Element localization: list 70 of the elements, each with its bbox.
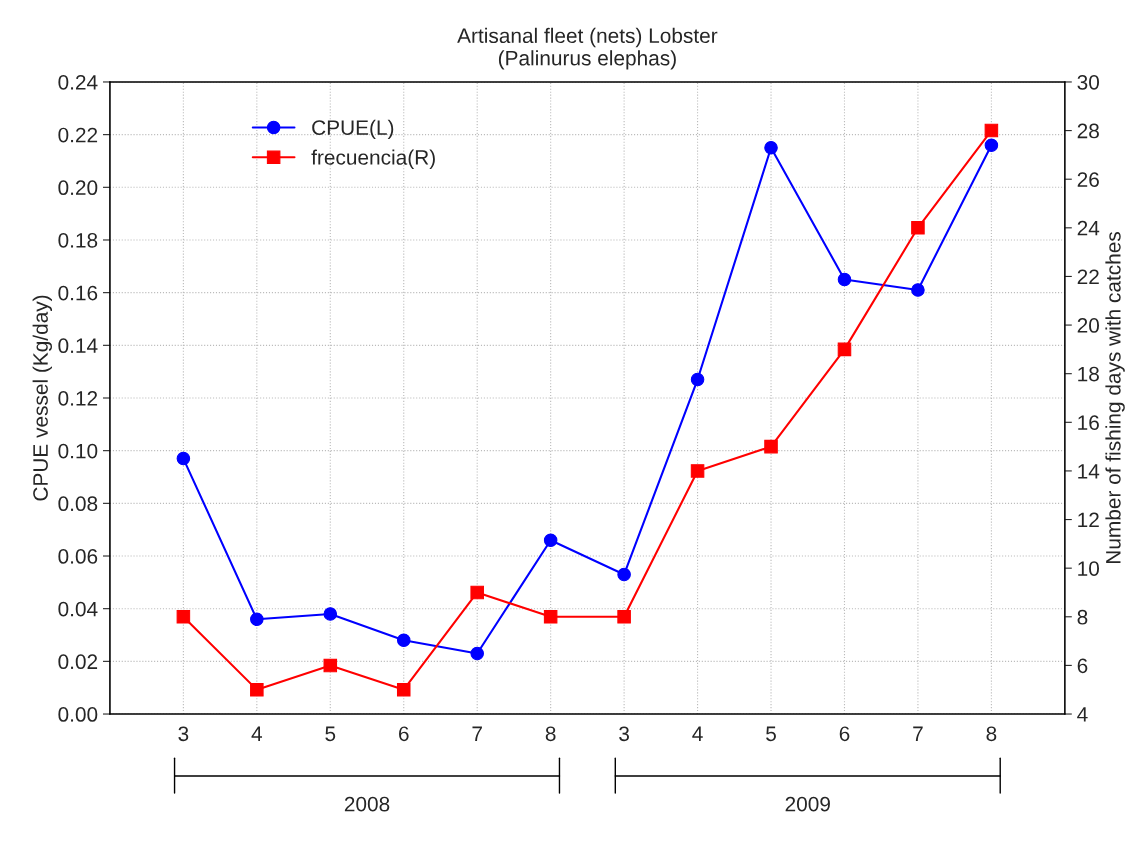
y-tick-label: 0.14 [58,338,98,354]
point [543,533,558,547]
y-tick-label: 0.16 [58,285,98,301]
y-tick-label: 0.06 [58,549,98,564]
y-tick-label: 0.12 [58,391,98,406]
x-tick-label: 3 [619,726,629,742]
x-tick-label: 6 [399,726,409,742]
point [323,658,338,673]
point [250,612,264,626]
point [911,221,925,235]
x-tick-label: 7 [472,726,482,741]
y-tick-label: 0.08 [58,496,98,512]
x-tick-label: 4 [251,726,263,741]
y2-tick-label: 28 [1077,123,1099,139]
y-tick-label: 0.22 [58,127,98,143]
point [396,633,411,648]
point [176,451,191,466]
y2-tick-label: 18 [1078,366,1099,382]
x-tick-label: 3 [178,726,189,742]
x-tick-label: 5 [766,726,776,742]
point [764,141,778,155]
point [984,138,999,152]
y-tick-label: 0.20 [58,180,98,196]
point [764,439,778,454]
point [396,682,411,697]
point [543,610,558,624]
y2-tick-label: 6 [1077,658,1088,674]
y2-tick-label: 14 [1078,464,1100,479]
point [984,123,999,138]
point [911,283,925,297]
y2-tick-label: 22 [1077,269,1099,284]
y2-axis-title: Number of fishing days with catches [1105,231,1125,564]
point [690,372,705,387]
x-tick-label: 4 [692,726,703,741]
y2-tick-label: 26 [1077,172,1099,187]
chart-title: Artisanal fleet (nets) Lobster (Palinurus elephas) [457,27,718,70]
point [617,567,631,582]
y2-tick-label: 4 [1077,707,1088,722]
y2-tick-label: 8 [1077,609,1088,625]
point [470,646,484,661]
point [176,610,191,624]
y2-tick-label: 30 [1077,74,1100,90]
legend-label: frecuencia(R) [311,149,435,169]
y2-tick-label: 12 [1078,512,1099,528]
point [617,610,631,624]
y2-tick-label: 16 [1078,415,1099,431]
y-tick-label: 0.24 [58,74,98,90]
y-tick-label: 0.00 [58,707,98,722]
text: 2009 [785,796,830,812]
y-tick-label: 0.10 [58,443,98,459]
y-axis-title: CPUE vessel (Kg/day) [32,295,53,501]
x-tick-label: 7 [913,726,923,741]
point [470,585,484,600]
text: 2008 [344,796,390,812]
point [323,607,338,621]
point [250,682,264,697]
y2-tick-label: 20 [1077,318,1100,333]
x-tick-label: 8 [545,726,556,742]
y2-tick-label: 10 [1078,561,1100,576]
y-tick-label: 0.02 [58,654,98,670]
legend-label: CPUE(L) [312,119,394,140]
y-tick-label: 0.18 [58,232,98,248]
y2-tick-label: 24 [1077,220,1100,236]
point [837,272,852,287]
point [837,342,852,357]
x-tick-label: 8 [986,726,997,742]
x-tick-label: 6 [839,726,850,742]
y-tick-label: 0.04 [58,601,98,617]
x-tick-label: 5 [325,726,336,742]
point [690,464,705,478]
